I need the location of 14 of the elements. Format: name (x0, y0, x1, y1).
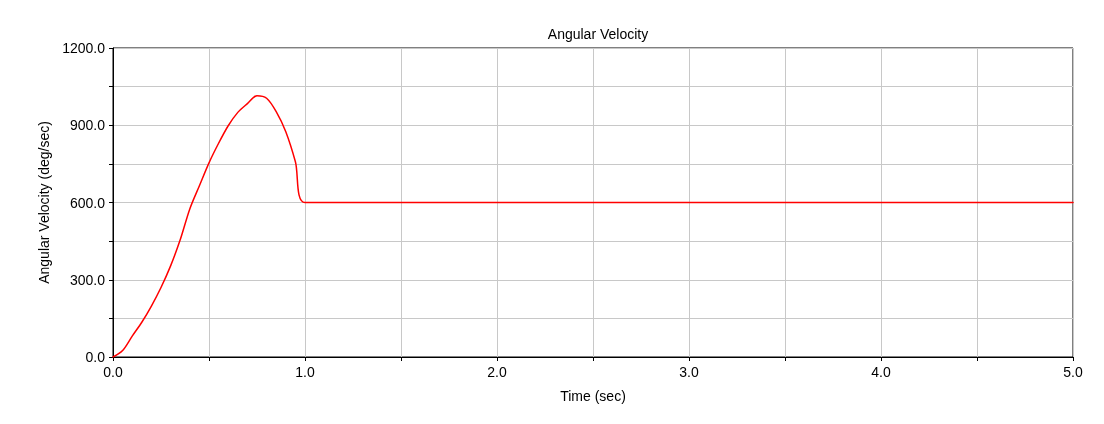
x-tick-label: 5.0 (1063, 364, 1083, 380)
y-tick-label: 600.0 (69, 194, 106, 211)
x-tick-label: 1.0 (295, 364, 315, 380)
x-tick-label: 0.0 (103, 364, 123, 380)
x-tick-label: 2.0 (487, 364, 507, 380)
y-tick-label: 900.0 (69, 117, 106, 134)
x-axis-title: Time (sec) (560, 388, 626, 404)
y-tick-label: 1200.0 (62, 40, 106, 56)
x-tick-label: 3.0 (679, 364, 699, 380)
chart-title: Angular Velocity (547, 26, 649, 42)
y-axis-title: Angular Velocity (deg/sec) (36, 121, 52, 284)
x-tick-label: 4.0 (871, 364, 891, 380)
y-tick-label: 300.0 (69, 271, 106, 288)
y-tick-label: 0.0 (85, 349, 106, 365)
